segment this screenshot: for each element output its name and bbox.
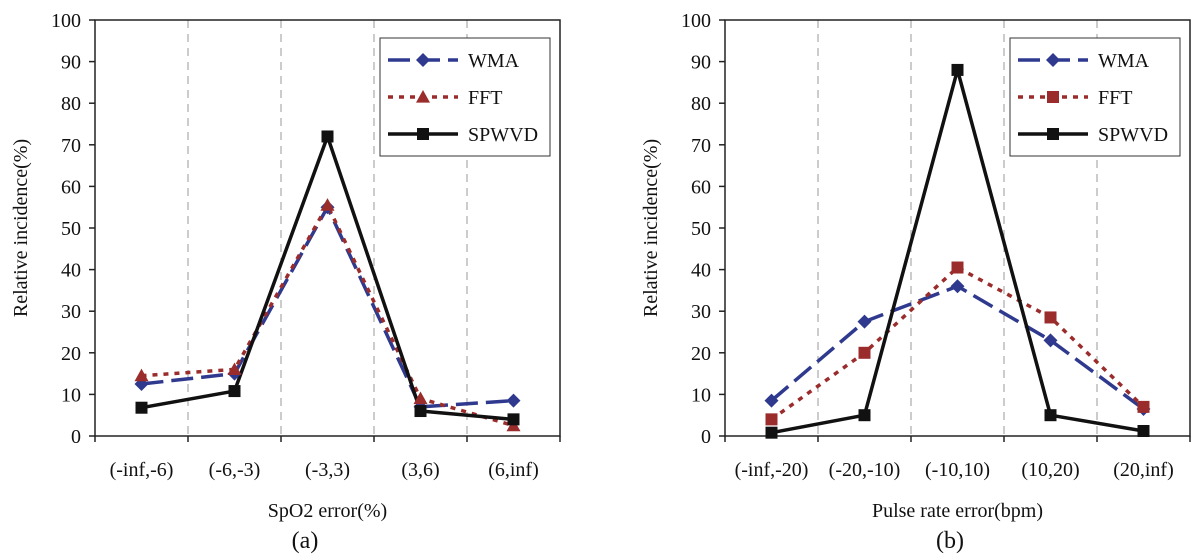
x-tick-label: (-inf,-6): [110, 459, 174, 481]
y-tick-label: 20: [691, 343, 711, 365]
y-tick-label: 50: [691, 218, 711, 240]
y-tick-label: 90: [61, 52, 81, 74]
data-point-spwvd: [321, 130, 334, 143]
legend-label: SPWVD: [468, 124, 538, 146]
y-tick-label: 10: [61, 384, 81, 406]
data-point-fft: [320, 198, 335, 211]
y-tick-label: 50: [61, 218, 81, 240]
data-point-fft: [1137, 400, 1150, 413]
data-point-spwvd: [951, 63, 964, 76]
data-point-spwvd: [507, 413, 520, 426]
y-tick-label: 0: [71, 426, 81, 448]
chart-b: 0 10 20 30 40 50 60 70 80 90 100 (-inf,-20) (-20,-10…: [640, 10, 1191, 554]
series-line-spwvd: [141, 134, 514, 422]
x-tick-label: (20,inf): [1113, 459, 1174, 481]
x-tick-label: (-20,-10): [829, 459, 901, 481]
y-tick-label: 100: [51, 10, 81, 32]
y-tick-label: 80: [61, 93, 81, 115]
legend-marker: [1047, 128, 1059, 140]
legend-label: WMA: [1098, 50, 1150, 72]
chart-caption: (a): [292, 528, 319, 554]
legend-marker: [417, 128, 429, 140]
y-tick-label: 30: [691, 301, 711, 323]
x-axis-label: Pulse rate error(bpm): [872, 500, 1043, 522]
y-axis-label: Relative incidence(%): [10, 139, 32, 317]
legend-label: SPWVD: [1098, 124, 1168, 146]
y-tick-label: 70: [61, 135, 81, 157]
data-point-spwvd: [1137, 425, 1150, 438]
x-tick-label: (10,20): [1021, 459, 1079, 481]
data-point-wma: [506, 393, 521, 408]
legend-label: FFT: [1098, 87, 1132, 109]
legend-marker: [1047, 91, 1059, 103]
y-tick-label: 20: [61, 343, 81, 365]
series-line-fft: [770, 265, 1145, 421]
y-tick-label: 90: [691, 52, 711, 74]
x-tick-label: (-6,-3): [209, 459, 261, 481]
y-tick-label: 100: [681, 10, 711, 32]
data-point-fft: [227, 362, 242, 376]
x-tick-label: (-3,3): [305, 459, 350, 481]
y-axis-label: Relative incidence(%): [640, 139, 662, 317]
x-tick-label: (6,inf): [488, 459, 539, 481]
data-point-wma: [950, 279, 965, 294]
legend-marker: [1046, 53, 1060, 67]
series-line-wma: [770, 284, 1145, 411]
y-tick-label: 80: [691, 93, 711, 115]
data-point-spwvd: [858, 409, 871, 422]
data-point-spwvd: [414, 405, 427, 418]
legend-marker: [416, 53, 430, 67]
data-point-wma: [1043, 333, 1058, 348]
data-point-wma: [857, 314, 872, 329]
y-tick-label: 40: [61, 260, 81, 282]
data-point-spwvd: [135, 401, 148, 414]
data-point-fft: [765, 413, 778, 426]
data-point-fft: [858, 346, 871, 359]
data-point-fft: [134, 368, 149, 382]
x-axis-label: SpO2 error(%): [268, 500, 387, 522]
series-line-wma: [141, 205, 514, 409]
series-line-fft: [141, 203, 514, 428]
legend-marker: [416, 90, 430, 103]
data-point-spwvd: [765, 426, 778, 439]
data-point-wma: [764, 393, 779, 408]
legend: [1009, 37, 1181, 157]
data-point-spwvd: [1044, 409, 1057, 422]
y-tick-label: 0: [701, 426, 711, 448]
y-tick-label: 40: [691, 260, 711, 282]
x-tick-label: (-inf,-20): [735, 459, 809, 481]
data-point-fft: [1044, 311, 1057, 324]
data-point-fft: [413, 391, 428, 405]
legend-label: WMA: [468, 50, 520, 72]
data-point-spwvd: [228, 385, 241, 398]
legend-label: FFT: [468, 87, 502, 109]
x-tick-label: (3,6): [401, 459, 439, 481]
data-point-fft: [951, 261, 964, 274]
y-tick-label: 10: [691, 384, 711, 406]
y-tick-label: 60: [691, 176, 711, 198]
chart-caption: (b): [936, 528, 964, 554]
y-tick-label: 60: [61, 176, 81, 198]
x-tick-label: (-10,10): [925, 459, 990, 481]
y-tick-label: 30: [61, 301, 81, 323]
legend: [379, 37, 551, 157]
y-tick-label: 70: [691, 135, 711, 157]
chart-a: 0 10 20 30 40 50 60 70 80 90 100 (-inf,-6) (-6,-3) (-…: [10, 10, 561, 554]
